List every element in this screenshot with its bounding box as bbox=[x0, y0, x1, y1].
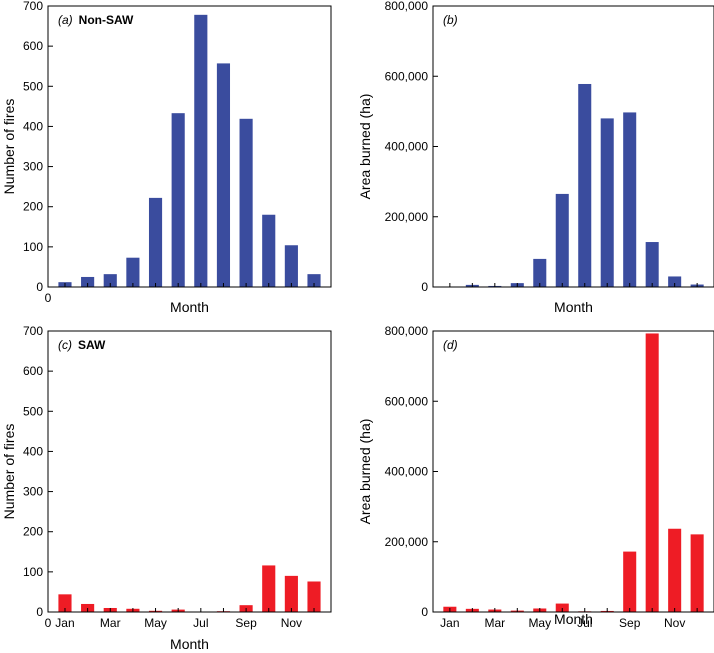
x-tick-label-may: May bbox=[528, 616, 551, 630]
y-tick-label: 200 bbox=[23, 200, 43, 214]
y-tick-label: 600 bbox=[23, 39, 43, 53]
plot-frame bbox=[47, 330, 332, 613]
y-tick-label: 400,000 bbox=[385, 140, 429, 154]
y-tick-label: 200,000 bbox=[385, 210, 429, 224]
bar-aug bbox=[600, 118, 614, 288]
y-axis-title: Area burned (ha) bbox=[357, 94, 373, 200]
bar-jul bbox=[578, 83, 592, 287]
panel-d-saw-area: 0 200,000 400,000 600,000 800,000 Jan Mar May Ju… bbox=[357, 324, 714, 630]
panel-letter: (b) bbox=[443, 13, 458, 27]
y-tick-label: 0 bbox=[421, 605, 428, 619]
bar-nov bbox=[284, 575, 298, 612]
y-tick-label: 100 bbox=[23, 565, 43, 579]
panel-a-non-saw-fires: 0 100 200 300 400 500 600 700 0 Month Number of fi… bbox=[1, 0, 332, 315]
y-axis-title: Number of fires bbox=[1, 99, 17, 195]
panel-name: SAW bbox=[78, 338, 106, 352]
x-origin-label: 0 bbox=[45, 291, 52, 305]
bar-sep bbox=[623, 112, 637, 288]
y-tick-label: 600,000 bbox=[385, 69, 429, 83]
x-tick-label-mar: Mar bbox=[100, 616, 121, 630]
y-tick-label: 800,000 bbox=[385, 324, 429, 338]
plot-frame bbox=[432, 5, 714, 288]
panel-label: (a) Non-SAW bbox=[58, 13, 134, 27]
y-tick-label: 400,000 bbox=[385, 465, 429, 479]
y-tick-label: 0 bbox=[36, 605, 43, 619]
bar-apr bbox=[126, 257, 140, 287]
y-tick-label: 200 bbox=[23, 525, 43, 539]
bar-nov bbox=[284, 245, 298, 287]
panel-label: (b) bbox=[443, 13, 458, 27]
plot-frame bbox=[47, 5, 332, 288]
bar-nov bbox=[668, 276, 682, 287]
y-tick-label: 400 bbox=[23, 119, 43, 133]
x-tick-label-nov: Nov bbox=[281, 616, 302, 630]
x-tick-label-jul: Jul bbox=[577, 616, 592, 630]
bar-aug bbox=[216, 63, 231, 288]
bar-oct bbox=[645, 242, 659, 287]
panel-label: (d) bbox=[443, 338, 458, 352]
bar-dec bbox=[307, 274, 321, 287]
x-tick-label-jan: Jan bbox=[440, 616, 459, 630]
bar-jun bbox=[171, 113, 185, 288]
y-tick-label: 500 bbox=[23, 79, 43, 93]
bar-jan bbox=[58, 594, 72, 612]
bar-oct bbox=[262, 565, 276, 612]
bar-jun bbox=[555, 193, 569, 287]
bar-oct bbox=[262, 214, 276, 287]
panel-letter: (d) bbox=[443, 338, 458, 352]
y-axis-title: Area burned (ha) bbox=[357, 419, 373, 525]
bar-feb bbox=[81, 276, 95, 287]
x-tick-label-jan: Jan bbox=[55, 616, 74, 630]
x-axis-title: Month bbox=[170, 636, 209, 652]
bar-jul bbox=[194, 14, 208, 288]
bar-feb bbox=[81, 603, 95, 612]
x-axis-title: Month bbox=[554, 299, 593, 315]
bar-sep bbox=[239, 118, 253, 287]
y-tick-label: 100 bbox=[23, 240, 43, 254]
y-tick-label: 300 bbox=[23, 160, 43, 174]
y-tick-label: 700 bbox=[23, 324, 43, 338]
bar-may bbox=[533, 258, 547, 287]
panel-letter: (c) bbox=[58, 338, 72, 352]
bar-jun bbox=[555, 603, 569, 612]
bar-dec bbox=[690, 534, 704, 612]
x-tick-label-may: May bbox=[144, 616, 167, 630]
y-tick-label: 300 bbox=[23, 485, 43, 499]
panel-b-non-saw-area: 0 200,000 400,000 600,000 800,000 Month Area b… bbox=[357, 0, 714, 315]
y-tick-label: 700 bbox=[23, 0, 43, 13]
x-axis-title: Month bbox=[170, 299, 209, 315]
y-tick-label: 0 bbox=[421, 280, 428, 294]
x-axis-title: Month bbox=[554, 611, 593, 627]
x-tick-label-sep: Sep bbox=[235, 616, 257, 630]
y-tick-label: 500 bbox=[23, 404, 43, 418]
y-tick-label: 400 bbox=[23, 444, 43, 458]
bar-may bbox=[148, 197, 163, 287]
bar-dec bbox=[307, 581, 321, 612]
y-tick-label: 800,000 bbox=[385, 0, 429, 13]
y-tick-label: 600 bbox=[23, 364, 43, 378]
panel-label: (c) SAW bbox=[58, 338, 106, 352]
y-tick-label: 200,000 bbox=[385, 535, 429, 549]
x-tick-label-nov: Nov bbox=[664, 616, 685, 630]
bar-nov bbox=[668, 528, 682, 612]
y-tick-label: 600,000 bbox=[385, 394, 429, 408]
x-tick-label-jul: Jul bbox=[193, 616, 208, 630]
y-tick-label: 0 bbox=[36, 280, 43, 294]
x-tick-label-mar: Mar bbox=[484, 616, 505, 630]
bar-mar bbox=[103, 274, 117, 287]
x-origin-label: 0 bbox=[45, 616, 52, 630]
x-tick-label-sep: Sep bbox=[619, 616, 641, 630]
panel-letter: (a) bbox=[58, 13, 73, 27]
y-axis-title: Number of fires bbox=[1, 424, 17, 520]
bar-oct bbox=[645, 333, 659, 612]
panel-name: Non-SAW bbox=[79, 13, 134, 27]
bar-sep bbox=[623, 551, 637, 612]
